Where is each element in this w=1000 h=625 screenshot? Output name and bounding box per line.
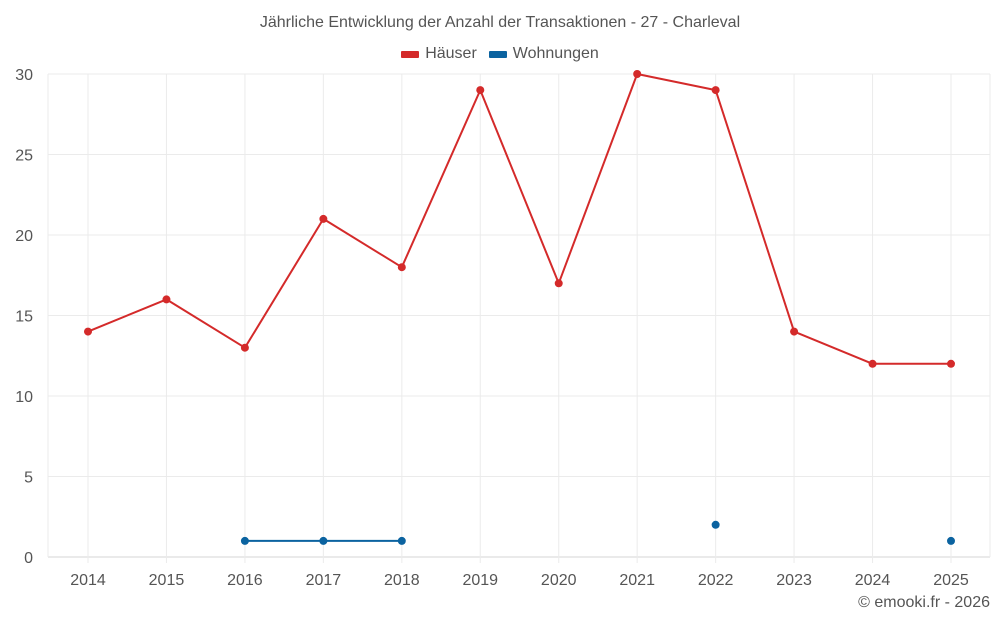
x-tick-label: 2014 bbox=[70, 572, 106, 589]
data-point-huser bbox=[319, 214, 328, 223]
legend-swatch-wohnungen bbox=[488, 50, 507, 58]
data-point-huser bbox=[947, 359, 955, 368]
x-tick-label: 2023 bbox=[776, 572, 812, 589]
data-point-huser bbox=[711, 86, 720, 95]
data-point-wohnungen bbox=[319, 536, 328, 545]
y-tick-label: 15 bbox=[15, 309, 33, 326]
data-point-huser bbox=[240, 343, 249, 352]
data-point-huser bbox=[84, 327, 92, 336]
legend-label-wohnungen: Wohnungen bbox=[512, 45, 599, 62]
legend-swatch-haeuser bbox=[401, 50, 420, 58]
data-point-huser bbox=[633, 70, 642, 78]
legend-label-haeuser: Häuser bbox=[425, 45, 477, 62]
data-point-huser bbox=[868, 359, 877, 368]
legend-item-haeuser[interactable]: Häuser bbox=[401, 45, 477, 63]
copyright-credit: © emooki.fr - 2026 bbox=[858, 594, 990, 611]
y-tick-label: 20 bbox=[15, 228, 33, 245]
x-tick-label: 2019 bbox=[462, 572, 498, 589]
data-point-huser bbox=[162, 295, 171, 304]
y-tick-label: 0 bbox=[24, 550, 33, 567]
x-tick-label: 2024 bbox=[855, 572, 891, 589]
x-tick-label: 2018 bbox=[384, 572, 420, 589]
x-tick-label: 2022 bbox=[698, 572, 734, 589]
chart-legend: Häuser Wohnungen bbox=[0, 45, 1000, 63]
data-point-huser bbox=[476, 86, 485, 95]
x-tick-label: 2025 bbox=[933, 572, 969, 589]
data-point-wohnungen bbox=[711, 520, 720, 529]
data-point-wohnungen bbox=[947, 536, 955, 545]
legend-item-wohnungen[interactable]: Wohnungen bbox=[488, 45, 599, 63]
x-tick-label: 2020 bbox=[541, 572, 577, 589]
chart-title: Jährliche Entwicklung der Anzahl der Tra… bbox=[259, 14, 741, 31]
y-tick-label: 10 bbox=[15, 389, 33, 406]
x-tick-label: 2016 bbox=[227, 572, 263, 589]
y-tick-label: 25 bbox=[15, 148, 33, 165]
x-tick-label: 2015 bbox=[149, 572, 185, 589]
data-point-huser bbox=[397, 263, 406, 272]
x-tick-label: 2021 bbox=[619, 572, 655, 589]
y-tick-label: 5 bbox=[24, 470, 33, 487]
x-tick-label: 2017 bbox=[306, 572, 342, 589]
data-point-wohnungen bbox=[240, 536, 249, 545]
data-point-huser bbox=[554, 279, 563, 288]
y-tick-label: 30 bbox=[15, 67, 33, 84]
data-point-huser bbox=[790, 327, 799, 336]
series-line-huser bbox=[87, 73, 951, 365]
data-point-wohnungen bbox=[397, 536, 406, 545]
